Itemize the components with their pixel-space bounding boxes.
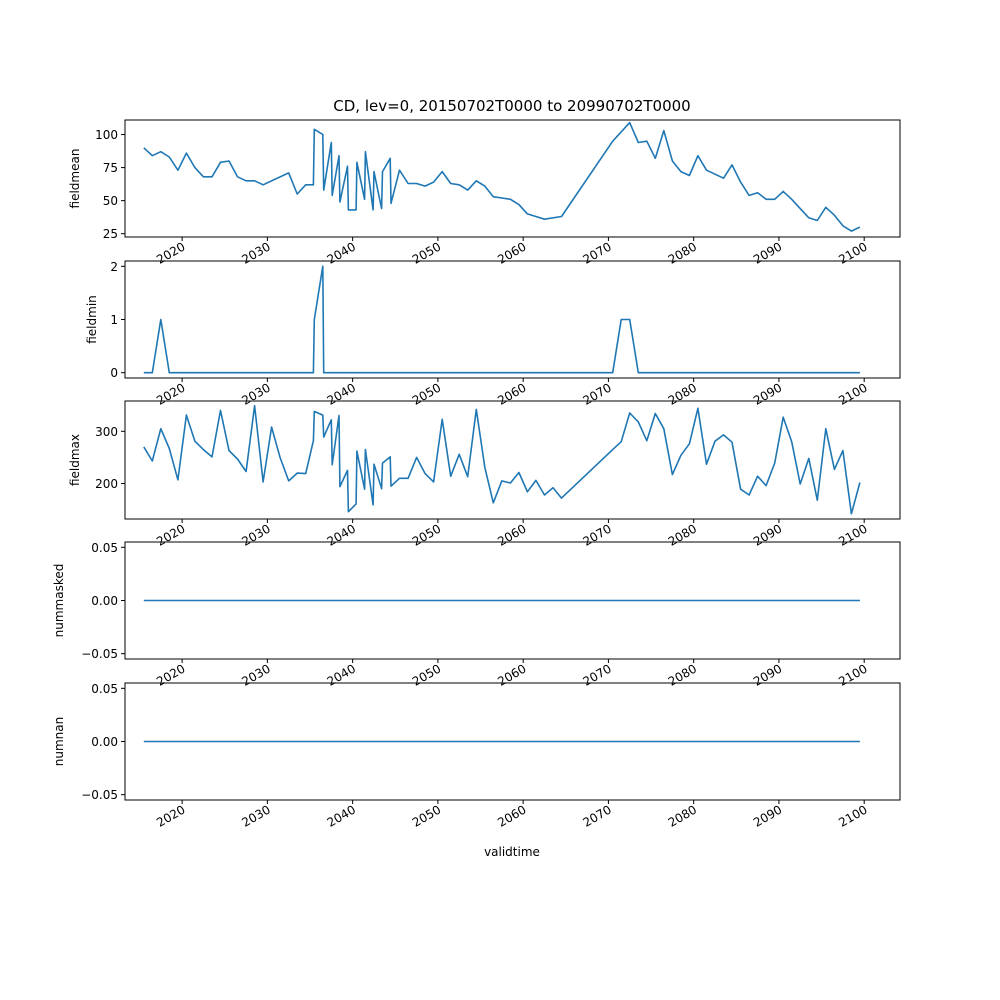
nummasked-x-tick-label: 2040 xyxy=(325,661,358,688)
fieldmin-series-line xyxy=(143,265,860,374)
numnan-x-tick-label: 2100 xyxy=(836,802,869,829)
fieldmin-axes-frame xyxy=(124,260,901,379)
fieldmin-x-tick-label: 2060 xyxy=(495,380,528,407)
panel-nummasked: 0.05 0.00 −0.05 2020 2030 2040 2050 2060 2070 208… xyxy=(52,541,901,689)
fieldmean-x-tick-label: 2060 xyxy=(495,239,528,266)
numnan-x-tick-label: 2070 xyxy=(580,802,613,829)
nummasked-x-tick-label: 2030 xyxy=(239,661,272,688)
nummasked-x-tick-label: 2020 xyxy=(154,661,187,688)
fieldmax-y-tick-label: 300 xyxy=(95,425,118,439)
fieldmax-x-tick-label: 2070 xyxy=(580,521,613,548)
fieldmean-y-tick-label: 100 xyxy=(95,128,118,142)
x-axis-label: validtime xyxy=(484,845,540,859)
nummasked-y-tick-label: 0.00 xyxy=(91,594,118,608)
fieldmean-x-tick-label: 2020 xyxy=(154,239,187,266)
fieldmin-x-tick-label: 2100 xyxy=(836,380,869,407)
panel-numnan: 0.05 0.00 −0.05 2020 2030 2040 2050 2060 2070 208… xyxy=(52,682,901,830)
nummasked-x-tick-label: 2070 xyxy=(580,661,613,688)
chart-title: CD, lev=0, 20150702T0000 to 20990702T000… xyxy=(333,97,690,115)
fieldmax-x-tick-label: 2080 xyxy=(666,521,699,548)
nummasked-x-tick-label: 2050 xyxy=(410,661,443,688)
fieldmax-series-line xyxy=(143,404,861,515)
nummasked-y-tick-label: 0.05 xyxy=(91,541,118,555)
numnan-y-tick-label: 0.00 xyxy=(91,735,118,749)
numnan-y-axis-label: numnan xyxy=(52,717,66,766)
fieldmin-y-tick-label: 0 xyxy=(110,366,118,380)
fieldmean-x-tick-label: 2100 xyxy=(836,239,869,266)
fieldmean-y-tick-label: 25 xyxy=(103,227,118,241)
fieldmax-x-tick-label: 2060 xyxy=(495,521,528,548)
nummasked-y-tick-label: −0.05 xyxy=(81,647,118,661)
fieldmean-axes-frame xyxy=(124,119,901,238)
fieldmax-y-tick-label: 200 xyxy=(95,477,118,491)
fieldmin-x-tick-label: 2090 xyxy=(751,380,784,407)
nummasked-x-tick-label: 2080 xyxy=(666,661,699,688)
fieldmin-y-tick-label: 2 xyxy=(110,260,118,274)
fieldmin-x-tick-label: 2020 xyxy=(154,380,187,407)
fieldmean-y-tick-label: 75 xyxy=(103,161,118,175)
nummasked-x-tick-label: 2060 xyxy=(495,661,528,688)
nummasked-y-axis-label: nummasked xyxy=(52,564,66,638)
panel-fieldmax: 200 300 2020 2030 2040 2050 2060 2070 2080 2090 21… xyxy=(68,400,901,549)
fieldmean-x-tick-label: 2090 xyxy=(751,239,784,266)
fieldmin-x-tick-label: 2070 xyxy=(580,380,613,407)
fieldmean-x-tick-label: 2030 xyxy=(239,239,272,266)
fieldmean-y-axis-label: fieldmean xyxy=(68,149,82,209)
fieldmean-x-tick-label: 2050 xyxy=(410,239,443,266)
fieldmean-x-tick-label: 2040 xyxy=(325,239,358,266)
panel-fieldmean: 25 50 75 100 2020 2030 2040 2050 2060 2070 2080 209… xyxy=(68,119,901,267)
fieldmax-x-tick-label: 2020 xyxy=(154,521,187,548)
fieldmax-x-tick-label: 2100 xyxy=(836,521,869,548)
fieldmin-x-tick-label: 2040 xyxy=(325,380,358,407)
fieldmean-y-tick-label: 50 xyxy=(103,194,118,208)
numnan-x-tick-label: 2030 xyxy=(239,802,272,829)
numnan-x-tick-label: 2060 xyxy=(495,802,528,829)
fieldmin-x-tick-label: 2080 xyxy=(666,380,699,407)
fieldmax-x-tick-label: 2050 xyxy=(410,521,443,548)
fieldmax-y-axis-label: fieldmax xyxy=(68,434,82,486)
numnan-x-tick-label: 2050 xyxy=(410,802,443,829)
fieldmin-x-tick-label: 2050 xyxy=(410,380,443,407)
fieldmin-x-tick-label: 2030 xyxy=(239,380,272,407)
fieldmean-x-tick-label: 2070 xyxy=(580,239,613,266)
numnan-x-tick-label: 2040 xyxy=(325,802,358,829)
numnan-x-tick-label: 2090 xyxy=(751,802,784,829)
fieldmin-y-axis-label: fieldmin xyxy=(85,295,99,344)
panel-fieldmin: 0 1 2 2020 2030 2040 2050 2060 2070 2080 2090 2100 f… xyxy=(85,260,901,408)
nummasked-x-tick-label: 2100 xyxy=(836,661,869,688)
numnan-y-tick-label: −0.05 xyxy=(81,788,118,802)
fieldmean-series-line xyxy=(143,121,861,232)
numnan-x-tick-label: 2080 xyxy=(666,802,699,829)
numnan-x-tick-label: 2020 xyxy=(154,802,187,829)
fieldmax-x-tick-label: 2090 xyxy=(751,521,784,548)
fieldmax-x-tick-label: 2030 xyxy=(239,521,272,548)
fieldmax-axes-frame xyxy=(124,400,901,520)
fieldmin-y-tick-label: 1 xyxy=(110,313,118,327)
fieldmean-x-tick-label: 2080 xyxy=(666,239,699,266)
numnan-y-tick-label: 0.05 xyxy=(91,682,118,696)
fieldmax-x-tick-label: 2040 xyxy=(325,521,358,548)
nummasked-x-tick-label: 2090 xyxy=(751,661,784,688)
